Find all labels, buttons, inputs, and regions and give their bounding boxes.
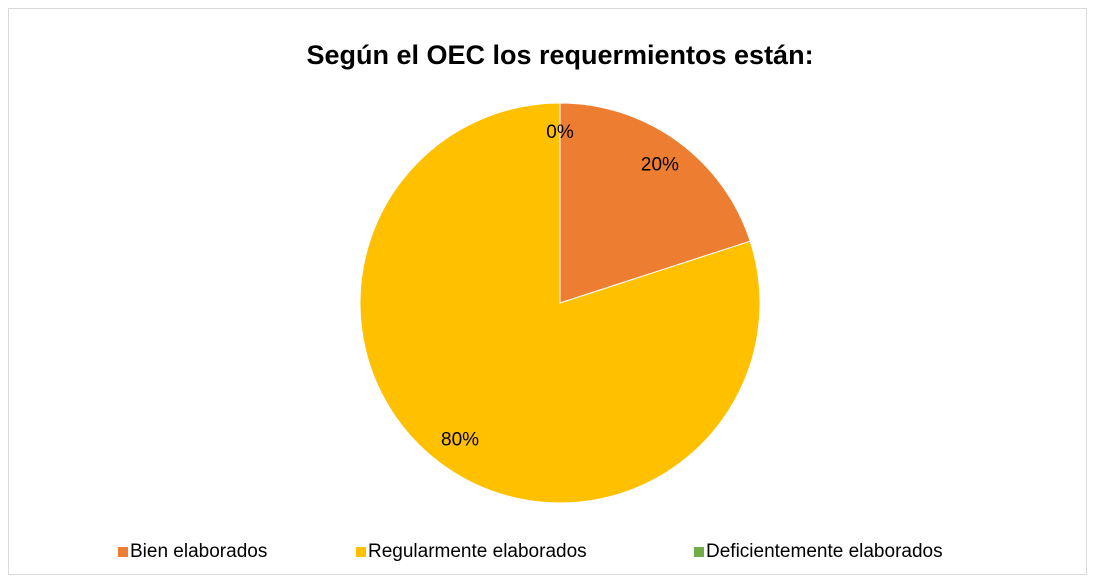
data-label: 80% <box>441 430 479 451</box>
legend-label: Deficientemente elaborados <box>706 541 943 562</box>
legend-label: Regularmente elaborados <box>368 541 587 562</box>
legend-swatch <box>118 547 128 557</box>
legend-swatch <box>356 547 366 557</box>
data-label: 0% <box>546 122 574 143</box>
legend-swatch <box>694 547 704 557</box>
chart-title: Según el OEC los requermientos están: <box>306 40 813 70</box>
pie-slice <box>359 102 761 504</box>
pie-slice <box>559 102 751 304</box>
data-label: 20% <box>641 154 679 175</box>
legend-label: Bien elaborados <box>130 541 267 562</box>
